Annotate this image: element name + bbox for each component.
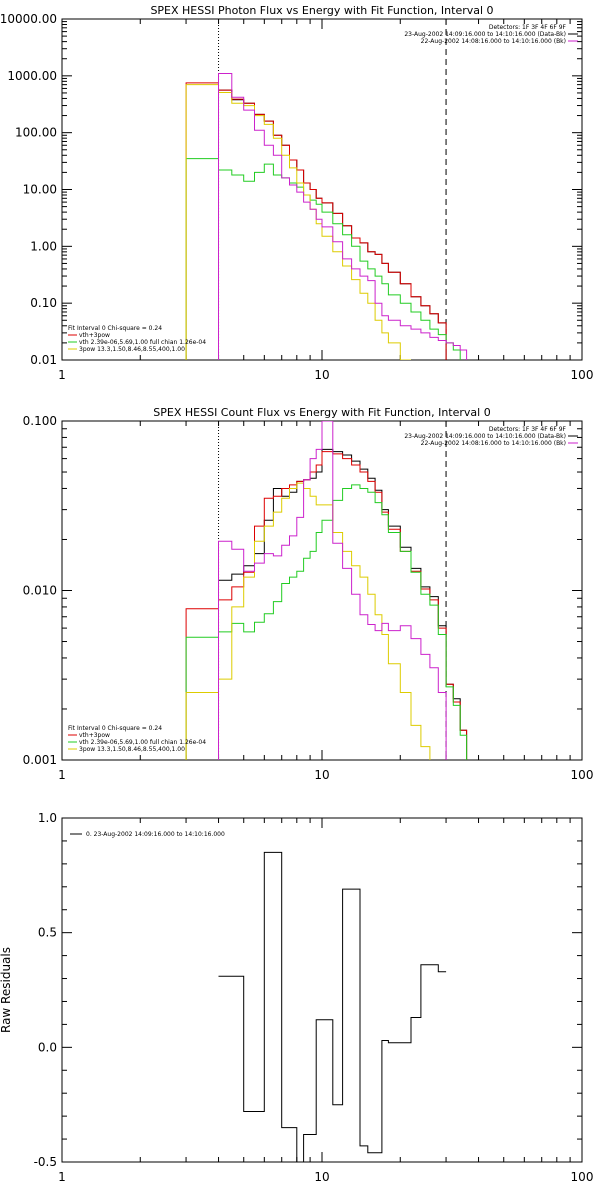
y-tick-label: 0.01 — [30, 353, 57, 367]
legend-top-entry: Detectors: 1F 3F 4F 6F 9F — [489, 426, 567, 433]
chart-title: SPEX HESSI Photon Flux vs Energy with Fi… — [150, 4, 493, 17]
legend-bottom-entry: Fit Interval 0 Chi-square = 0.24 — [68, 725, 162, 732]
legend-top-entry: Detectors: 1F 3F 4F 6F 9F — [489, 24, 567, 31]
legend-bottom-entry: 3pow 13.3,1.50,8.46,8.55,400,1.00 — [79, 746, 185, 753]
x-tick-label: 100 — [571, 768, 594, 782]
series-line-0 — [218, 851, 447, 1162]
y-tick-label: 1000.00 — [7, 69, 57, 83]
legend-bottom-entry: Fit Interval 0 Chi-square = 0.24 — [68, 325, 162, 332]
legend-bottom-entry: vth 2.39e-06,5.69,1.00 full chian 1.26e-… — [79, 339, 206, 346]
count-flux-panel: SPEX HESSI Count Flux vs Energy with Fit… — [23, 406, 594, 782]
legend-bottom-entry: vth 2.39e-06,5.69,1.00 full chian 1.26e-… — [79, 739, 206, 746]
legend-top-entry: 23-Aug-2002 14:09:16.000 to 14:10:16.000… — [404, 433, 566, 440]
series-line-4 — [218, 421, 447, 760]
legend-top-entry: 22-Aug-2002 14:08:16.000 to 14:10:16.000… — [421, 440, 566, 447]
y-tick-label: 0.001 — [23, 753, 57, 767]
y-tick-label: -0.5 — [34, 1155, 57, 1169]
x-tick-label: 100 — [571, 1170, 594, 1184]
series-line-1 — [185, 82, 447, 360]
legend-top-entry: 23-Aug-2002 14:09:16.000 to 14:10:16.000… — [404, 31, 566, 38]
y-tick-label: 10.00 — [23, 183, 57, 197]
chart-title: SPEX HESSI Count Flux vs Energy with Fit… — [153, 406, 490, 419]
y-tick-label: 0.100 — [23, 414, 57, 428]
x-tick-label: 10 — [314, 1170, 329, 1184]
legend-entry: 0. 23-Aug-2002 14:09:16.000 to 14:10:16.… — [86, 831, 225, 838]
photon-flux-panel: SPEX HESSI Photon Flux vs Energy with Fi… — [0, 4, 593, 382]
y-tick-label: 100.00 — [15, 126, 57, 140]
legend-bottom-entry: vth+3pow — [79, 332, 110, 339]
legend-bottom-entry: vth+3pow — [79, 732, 110, 739]
legend-top-entry: 22-Aug-2002 14:08:16.000 to 14:10:16.000… — [421, 38, 566, 45]
y-tick-label: 1.0 — [38, 811, 57, 825]
y-tick-label: 0.010 — [23, 584, 57, 598]
x-tick-label: 100 — [571, 368, 594, 382]
series-line-2 — [185, 158, 461, 360]
series-line-2 — [185, 484, 468, 760]
y-tick-label: 1.00 — [30, 239, 57, 253]
x-tick-label: 1 — [58, 368, 66, 382]
series-line-4 — [218, 73, 468, 360]
axes-frame — [61, 817, 583, 1163]
series-line-3 — [185, 84, 411, 360]
x-tick-label: 1 — [58, 1170, 66, 1184]
y-tick-label: 10000.00 — [0, 12, 57, 26]
series-line-1 — [185, 451, 468, 760]
y-tick-label: 0.5 — [38, 926, 57, 940]
series-line-0 — [218, 89, 447, 360]
legend-bottom-entry: 3pow 13.3,1.50,8.46,8.55,400,1.00 — [79, 346, 185, 353]
series-line-3 — [185, 482, 431, 760]
y-tick-label: 0.0 — [38, 1040, 57, 1054]
x-tick-label: 1 — [58, 768, 66, 782]
y-axis-label: Raw Residuals — [0, 947, 13, 1033]
x-tick-label: 10 — [314, 368, 329, 382]
x-tick-label: 10 — [314, 768, 329, 782]
series-line-0 — [218, 448, 468, 760]
residuals-panel: Raw Residuals 1 10 100 -0.5 0.0 0.5 1.0 0. 23-Au… — [0, 811, 593, 1184]
axes-frame — [61, 18, 583, 361]
y-tick-label: 0.10 — [30, 296, 57, 310]
